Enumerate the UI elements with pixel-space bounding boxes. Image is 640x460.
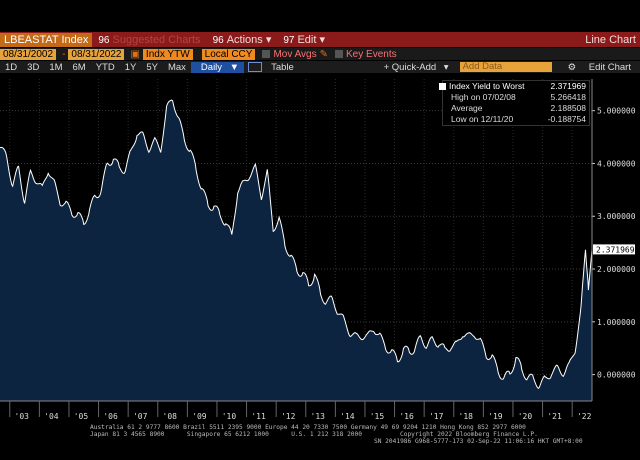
x-tick-label: '07: [133, 412, 148, 421]
legend-low-row: Low on 12/11/20 -0.188754: [443, 114, 589, 125]
start-date-field[interactable]: 08/31/2002: [0, 48, 57, 60]
chart-legend[interactable]: Index Yield to Worst 2.371969 High on 07…: [439, 80, 590, 126]
table-button[interactable]: Table: [271, 61, 294, 73]
actions-label: Actions: [226, 34, 263, 46]
x-tick-label: '18: [459, 412, 474, 421]
edit-label: Edit: [297, 34, 317, 46]
mov-avgs-label[interactable]: Mov Avgs: [273, 48, 317, 60]
footer-sn-line: SN 2041986 G968-5777-173 02-Sep-22 11:06…: [374, 438, 583, 445]
legend-high-row: High on 07/02/08 5.266418: [443, 92, 589, 103]
x-tick-label: '11: [251, 412, 266, 421]
key-events-label[interactable]: Key Events: [346, 48, 397, 60]
end-date-field[interactable]: 08/31/2022: [68, 48, 125, 60]
x-tick-label: '15: [370, 412, 385, 421]
line-chart-icon[interactable]: [248, 62, 263, 72]
legend-average-row: Average 2.188508: [443, 103, 589, 114]
x-tick-label: '22: [577, 412, 592, 421]
period-ytd[interactable]: YTD: [95, 61, 115, 73]
period-1y[interactable]: 1Y: [124, 61, 137, 73]
suggested-charts-menu[interactable]: 96 Suggested Charts: [92, 33, 206, 47]
footer-japan: Japan 81 3 4565 8900 Singapore 65 6212 1…: [90, 431, 362, 438]
y-tick-label: 0.000000: [597, 371, 636, 380]
yield-chart[interactable]: 0.000000 1.000000 2.000000 3.000000 4.000000…: [0, 73, 640, 460]
suggested-charts-number: 96: [98, 35, 110, 46]
y-tick-label: 1.000000: [597, 318, 636, 327]
y-tick-label: 5.000000: [597, 107, 636, 116]
x-tick-label: '12: [281, 412, 296, 421]
parameter-row: 08/31/2002 - 08/31/2022 ▣ Indx YTW Local…: [0, 48, 640, 60]
frequency-dropdown[interactable]: Daily ▼: [190, 61, 245, 73]
quick-add-label: + Quick-Add: [383, 61, 437, 73]
x-tick-label: '19: [488, 412, 503, 421]
ticker-label[interactable]: LBEASTAT Index: [0, 33, 93, 47]
period-5y[interactable]: 5Y: [146, 61, 158, 73]
suggested-charts-label: Suggested Charts: [112, 34, 201, 46]
chart-area[interactable]: 0.000000 1.000000 2.000000 3.000000 4.000000…: [0, 73, 640, 460]
period-1m[interactable]: 1M: [49, 61, 63, 73]
y-tick-label: 4.000000: [597, 159, 636, 168]
y-tick-label: 3.000000: [597, 212, 636, 221]
footer-japan-text: Japan 81 3 4565 8900: [90, 431, 165, 438]
period-max[interactable]: Max: [167, 61, 186, 73]
last-value-label: 2.371969: [596, 245, 635, 254]
x-tick-label: '10: [222, 412, 237, 421]
period-3d[interactable]: 3D: [27, 61, 40, 73]
period-row: 1D 3D 1M 6M YTD 1Y 5Y Max Daily ▼ Table …: [0, 61, 640, 73]
footer-copyright: Copyright 2022 Bloomberg Finance L.P.: [400, 431, 538, 438]
pencil-icon[interactable]: ✎: [319, 48, 329, 60]
x-tick-label: '05: [74, 412, 89, 421]
legend-series-row[interactable]: Index Yield to Worst 2.371969: [439, 81, 589, 92]
add-data-input[interactable]: Add Data: [459, 62, 552, 72]
actions-number: 96: [212, 35, 224, 46]
legend-low-value: -0.188754: [547, 114, 586, 124]
legend-high-value: 5.266418: [550, 92, 586, 102]
y-tick-label: 2.000000: [597, 265, 636, 274]
period-6m[interactable]: 6M: [72, 61, 86, 73]
key-events-checkbox[interactable]: [335, 50, 344, 58]
actions-menu[interactable]: 96 Actions ▾: [212, 34, 272, 46]
x-tick-label: '13: [311, 412, 326, 421]
period-1d[interactable]: 1D: [5, 61, 18, 73]
calendar-icon[interactable]: ▣: [130, 48, 140, 60]
x-tick-label: '08: [163, 412, 178, 421]
window-title: Line Chart: [585, 34, 636, 46]
last-value-tag: [593, 244, 635, 255]
x-tick-label: '03: [15, 412, 30, 421]
edit-chart-label: Edit Chart: [588, 61, 631, 73]
legend-average-label: Average: [451, 103, 483, 113]
mov-avgs-checkbox[interactable]: [262, 50, 271, 58]
currency-selector[interactable]: Local CCY: [201, 48, 256, 60]
legend-low-label: Low on 12/11/20: [451, 114, 514, 124]
date-separator: -: [62, 48, 66, 60]
window-title-bar: LBEASTAT Index 96 Suggested Charts 96 Acti…: [0, 33, 640, 47]
edit-menu[interactable]: 97 Edit ▾: [283, 34, 326, 46]
field-selector[interactable]: Indx YTW: [142, 48, 193, 60]
legend-series-name: Index Yield to Worst: [449, 81, 525, 91]
frequency-label: Daily: [200, 61, 223, 73]
quick-add-button[interactable]: + Quick-Add ▾: [374, 62, 454, 73]
legend-high-label: High on 07/02/08: [451, 92, 516, 102]
yield-line: [0, 99, 593, 390]
legend-series-value: 2.371969: [550, 81, 586, 91]
edit-chart-button[interactable]: ⚙ Edit Chart: [558, 62, 640, 73]
edit-number: 97: [283, 35, 295, 46]
yield-area: [0, 100, 592, 401]
footer-phone-line: Australia 61 2 9777 8600 Brazil 5511 239…: [90, 424, 526, 431]
x-tick-label: '16: [399, 412, 414, 421]
x-tick-label: '21: [547, 412, 562, 421]
series-swatch-icon: [439, 83, 446, 91]
footer-singapore: Singapore 65 6212 1000: [186, 431, 269, 438]
footer-us: U.S. 1 212 318 2000: [291, 431, 362, 438]
x-tick-label: '14: [340, 412, 355, 421]
legend-average-value: 2.188508: [550, 103, 586, 113]
gear-icon: ⚙: [567, 61, 577, 73]
x-tick-label: '09: [192, 412, 207, 421]
x-tick-label: '04: [44, 412, 59, 421]
x-tick-label: '06: [103, 412, 118, 421]
x-tick-label: '17: [429, 412, 444, 421]
x-tick-label: '20: [518, 412, 533, 421]
